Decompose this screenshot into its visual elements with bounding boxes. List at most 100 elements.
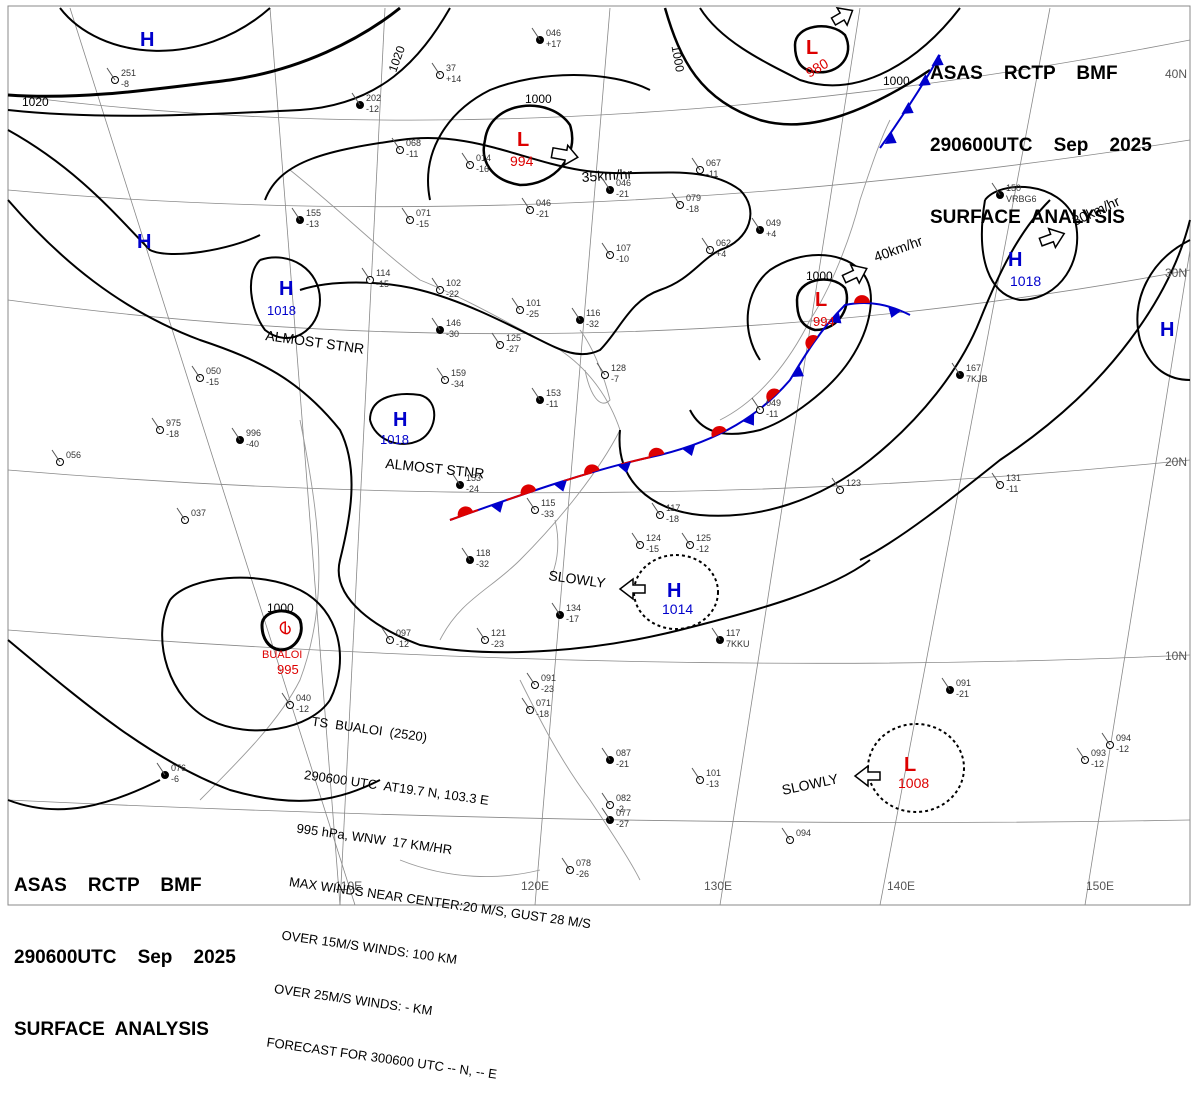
lat-label: 20N bbox=[1165, 455, 1187, 469]
station-plot: 37+14 bbox=[431, 62, 461, 84]
warm-front-semicircle-icon bbox=[805, 335, 818, 350]
station-tendency: 7KKU bbox=[726, 639, 750, 649]
footer-line-1: ASAS RCTP BMF bbox=[14, 875, 202, 896]
station-pressure: 046 bbox=[616, 178, 631, 188]
isobar-south-tail bbox=[7, 779, 161, 811]
isobar-label: 1000 bbox=[669, 44, 687, 73]
high-center-value: 1018 bbox=[267, 303, 296, 318]
station-pressure: 117 bbox=[726, 628, 740, 638]
station-plot: 155-13 bbox=[291, 207, 321, 229]
low-center-symbol: L bbox=[806, 37, 818, 59]
station-plot: 049+4 bbox=[751, 217, 781, 239]
station-tendency: -18 bbox=[666, 514, 679, 524]
isobar-typhoon-inner bbox=[260, 609, 303, 652]
meridian-120e bbox=[534, 7, 611, 906]
station-tendency: -23 bbox=[541, 684, 554, 694]
wind-barb-icon bbox=[231, 427, 241, 441]
typhoon-icon bbox=[279, 621, 291, 635]
station-pressure: 153 bbox=[466, 473, 481, 483]
isobar-label: 1000 bbox=[806, 269, 833, 283]
low-center-value: 1008 bbox=[898, 775, 929, 791]
station-tendency: -12 bbox=[696, 544, 709, 554]
storm-info-line: MAX WINDS NEAR CENTER:20 M/S, GUST 28 M/… bbox=[288, 874, 592, 932]
station-pressure: 067 bbox=[706, 158, 721, 168]
station-pressure: 097 bbox=[396, 628, 411, 638]
station-plot: 114-15 bbox=[361, 267, 390, 289]
station-plot: 128-7 bbox=[596, 362, 626, 384]
station-pressure: 146 bbox=[446, 318, 461, 328]
station-plot: 071-18 bbox=[521, 697, 551, 719]
station-pressure: 076 bbox=[171, 763, 186, 773]
station-tendency: -15 bbox=[646, 544, 659, 554]
station-tendency: -17 bbox=[566, 614, 579, 624]
station-tendency: -26 bbox=[576, 869, 589, 879]
station-pressure: 125 bbox=[506, 333, 521, 343]
warm-front-semicircle-icon bbox=[457, 506, 474, 518]
coastline-china bbox=[289, 169, 621, 641]
station-tendency: -15 bbox=[376, 279, 389, 289]
station-plot: 131-11 bbox=[991, 472, 1021, 494]
wind-barb-icon bbox=[281, 692, 291, 706]
station-plot: 046-21 bbox=[521, 197, 551, 219]
motion-arrow-icon bbox=[618, 577, 646, 601]
isobar-nne-outer bbox=[699, 7, 961, 87]
station-pressure: 062 bbox=[716, 238, 731, 248]
wind-barb-icon bbox=[831, 477, 841, 491]
station-pressure: 167 bbox=[966, 363, 981, 373]
station-tendency: -12 bbox=[396, 639, 409, 649]
wind-barb-icon bbox=[561, 857, 571, 871]
station-pressure: 996 bbox=[246, 428, 261, 438]
station-pressure: 082 bbox=[616, 793, 631, 803]
high-center-symbol: H bbox=[667, 580, 681, 602]
station-pressure: 251 bbox=[121, 68, 136, 78]
station-pressure: 040 bbox=[296, 693, 311, 703]
wind-barb-icon bbox=[1101, 732, 1111, 746]
wind-barb-icon bbox=[361, 267, 371, 281]
station-pressure: 114 bbox=[376, 268, 390, 278]
station-pressure: 071 bbox=[536, 698, 551, 708]
station-tendency: VRBG6 bbox=[1006, 194, 1037, 204]
motion-arrow-icon bbox=[550, 143, 579, 167]
storm-info-line: 290600 UTC AT19.7 N, 103.3 E bbox=[303, 767, 490, 808]
station-plot: 159-34 bbox=[436, 367, 466, 389]
wind-barb-icon bbox=[531, 27, 541, 41]
isobar-west-big bbox=[7, 199, 871, 654]
motion-arrow-icon bbox=[1038, 227, 1066, 250]
wind-barb-icon bbox=[671, 192, 681, 206]
station-tendency: -11 bbox=[406, 149, 418, 159]
station-tendency: -22 bbox=[446, 289, 459, 299]
station-plot: 049-11 bbox=[751, 397, 781, 419]
station-pressure: 118 bbox=[476, 548, 490, 558]
station-plot: 056 bbox=[51, 449, 81, 466]
high-center-symbol: H bbox=[140, 29, 154, 51]
graticule-labels: 110E 120E 130E 140E 150E 30N 20N 10N 40N bbox=[335, 67, 1187, 893]
station-tendency: -2 bbox=[616, 804, 624, 814]
station-pressure: 093 bbox=[1091, 748, 1106, 758]
station-pressure: 159 bbox=[451, 368, 466, 378]
coastline-indochina bbox=[199, 419, 320, 801]
front-red-overlay bbox=[449, 454, 661, 521]
station-pressure: 107 bbox=[616, 243, 631, 253]
station-plot: 121-23 bbox=[476, 627, 506, 649]
station-plot: 102-22 bbox=[431, 277, 461, 299]
station-plot: 134-17 bbox=[551, 602, 581, 624]
station-tendency: +4 bbox=[766, 229, 776, 239]
typhoon-name: BUALOI bbox=[262, 649, 302, 661]
lat-label: 10N bbox=[1165, 649, 1187, 663]
wind-barb-icon bbox=[521, 197, 531, 211]
wind-barb-icon bbox=[601, 807, 611, 821]
wind-barb-icon bbox=[991, 182, 1001, 196]
station-plot: 067-11 bbox=[691, 157, 721, 179]
wind-barb-icon bbox=[351, 92, 361, 106]
wind-barb-icon bbox=[291, 207, 301, 221]
station-pressure: 101 bbox=[526, 298, 541, 308]
station-plot: 251-8 bbox=[106, 67, 136, 89]
station-plot: 040-12 bbox=[281, 692, 311, 714]
storm-info-line: FORECAST FOR 300600 UTC -- N, -- E bbox=[265, 1034, 498, 1082]
station-plot: 094 bbox=[781, 827, 811, 844]
storm-info-line: OVER 15M/S WINDS: 100 KM bbox=[280, 927, 459, 968]
wind-barb-icon bbox=[176, 507, 186, 521]
